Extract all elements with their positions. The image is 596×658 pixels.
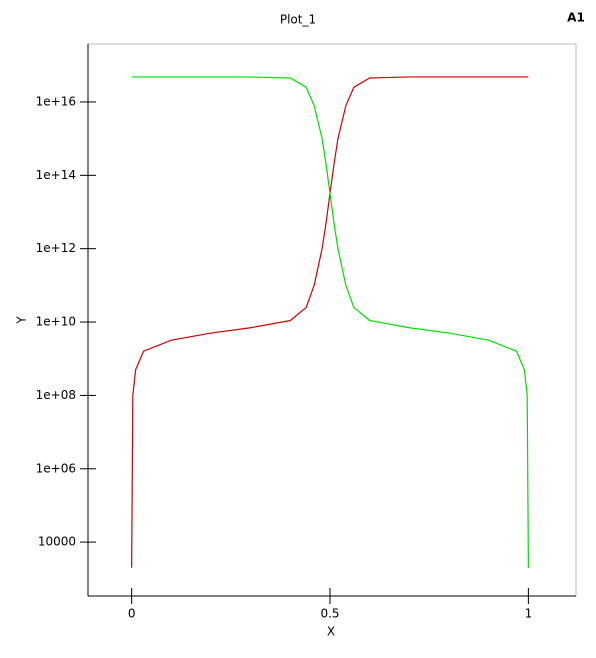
series-line [131, 76, 529, 568]
y-tick-label: 1e+10 [36, 315, 76, 329]
chart-title: Plot_1 [280, 13, 316, 27]
y-tick-label: 1e+06 [36, 461, 76, 475]
y-tick-label: 1e+14 [36, 168, 76, 182]
x-tick-label: 0.5 [320, 607, 339, 621]
y-tick-label: 1e+08 [36, 388, 76, 402]
y-tick-label: 1e+12 [36, 241, 76, 255]
y-axis-label: Y [15, 316, 29, 325]
y-tick-label: 10000 [38, 535, 76, 549]
x-tick-label: 0 [128, 607, 136, 621]
corner-label: A1 [567, 11, 585, 25]
x-tick-label: 1 [525, 607, 533, 621]
x-axis-label: X [327, 625, 335, 639]
series-line [131, 76, 529, 568]
plot-frame [87, 43, 577, 597]
y-tick-label: 1e+16 [36, 94, 76, 108]
